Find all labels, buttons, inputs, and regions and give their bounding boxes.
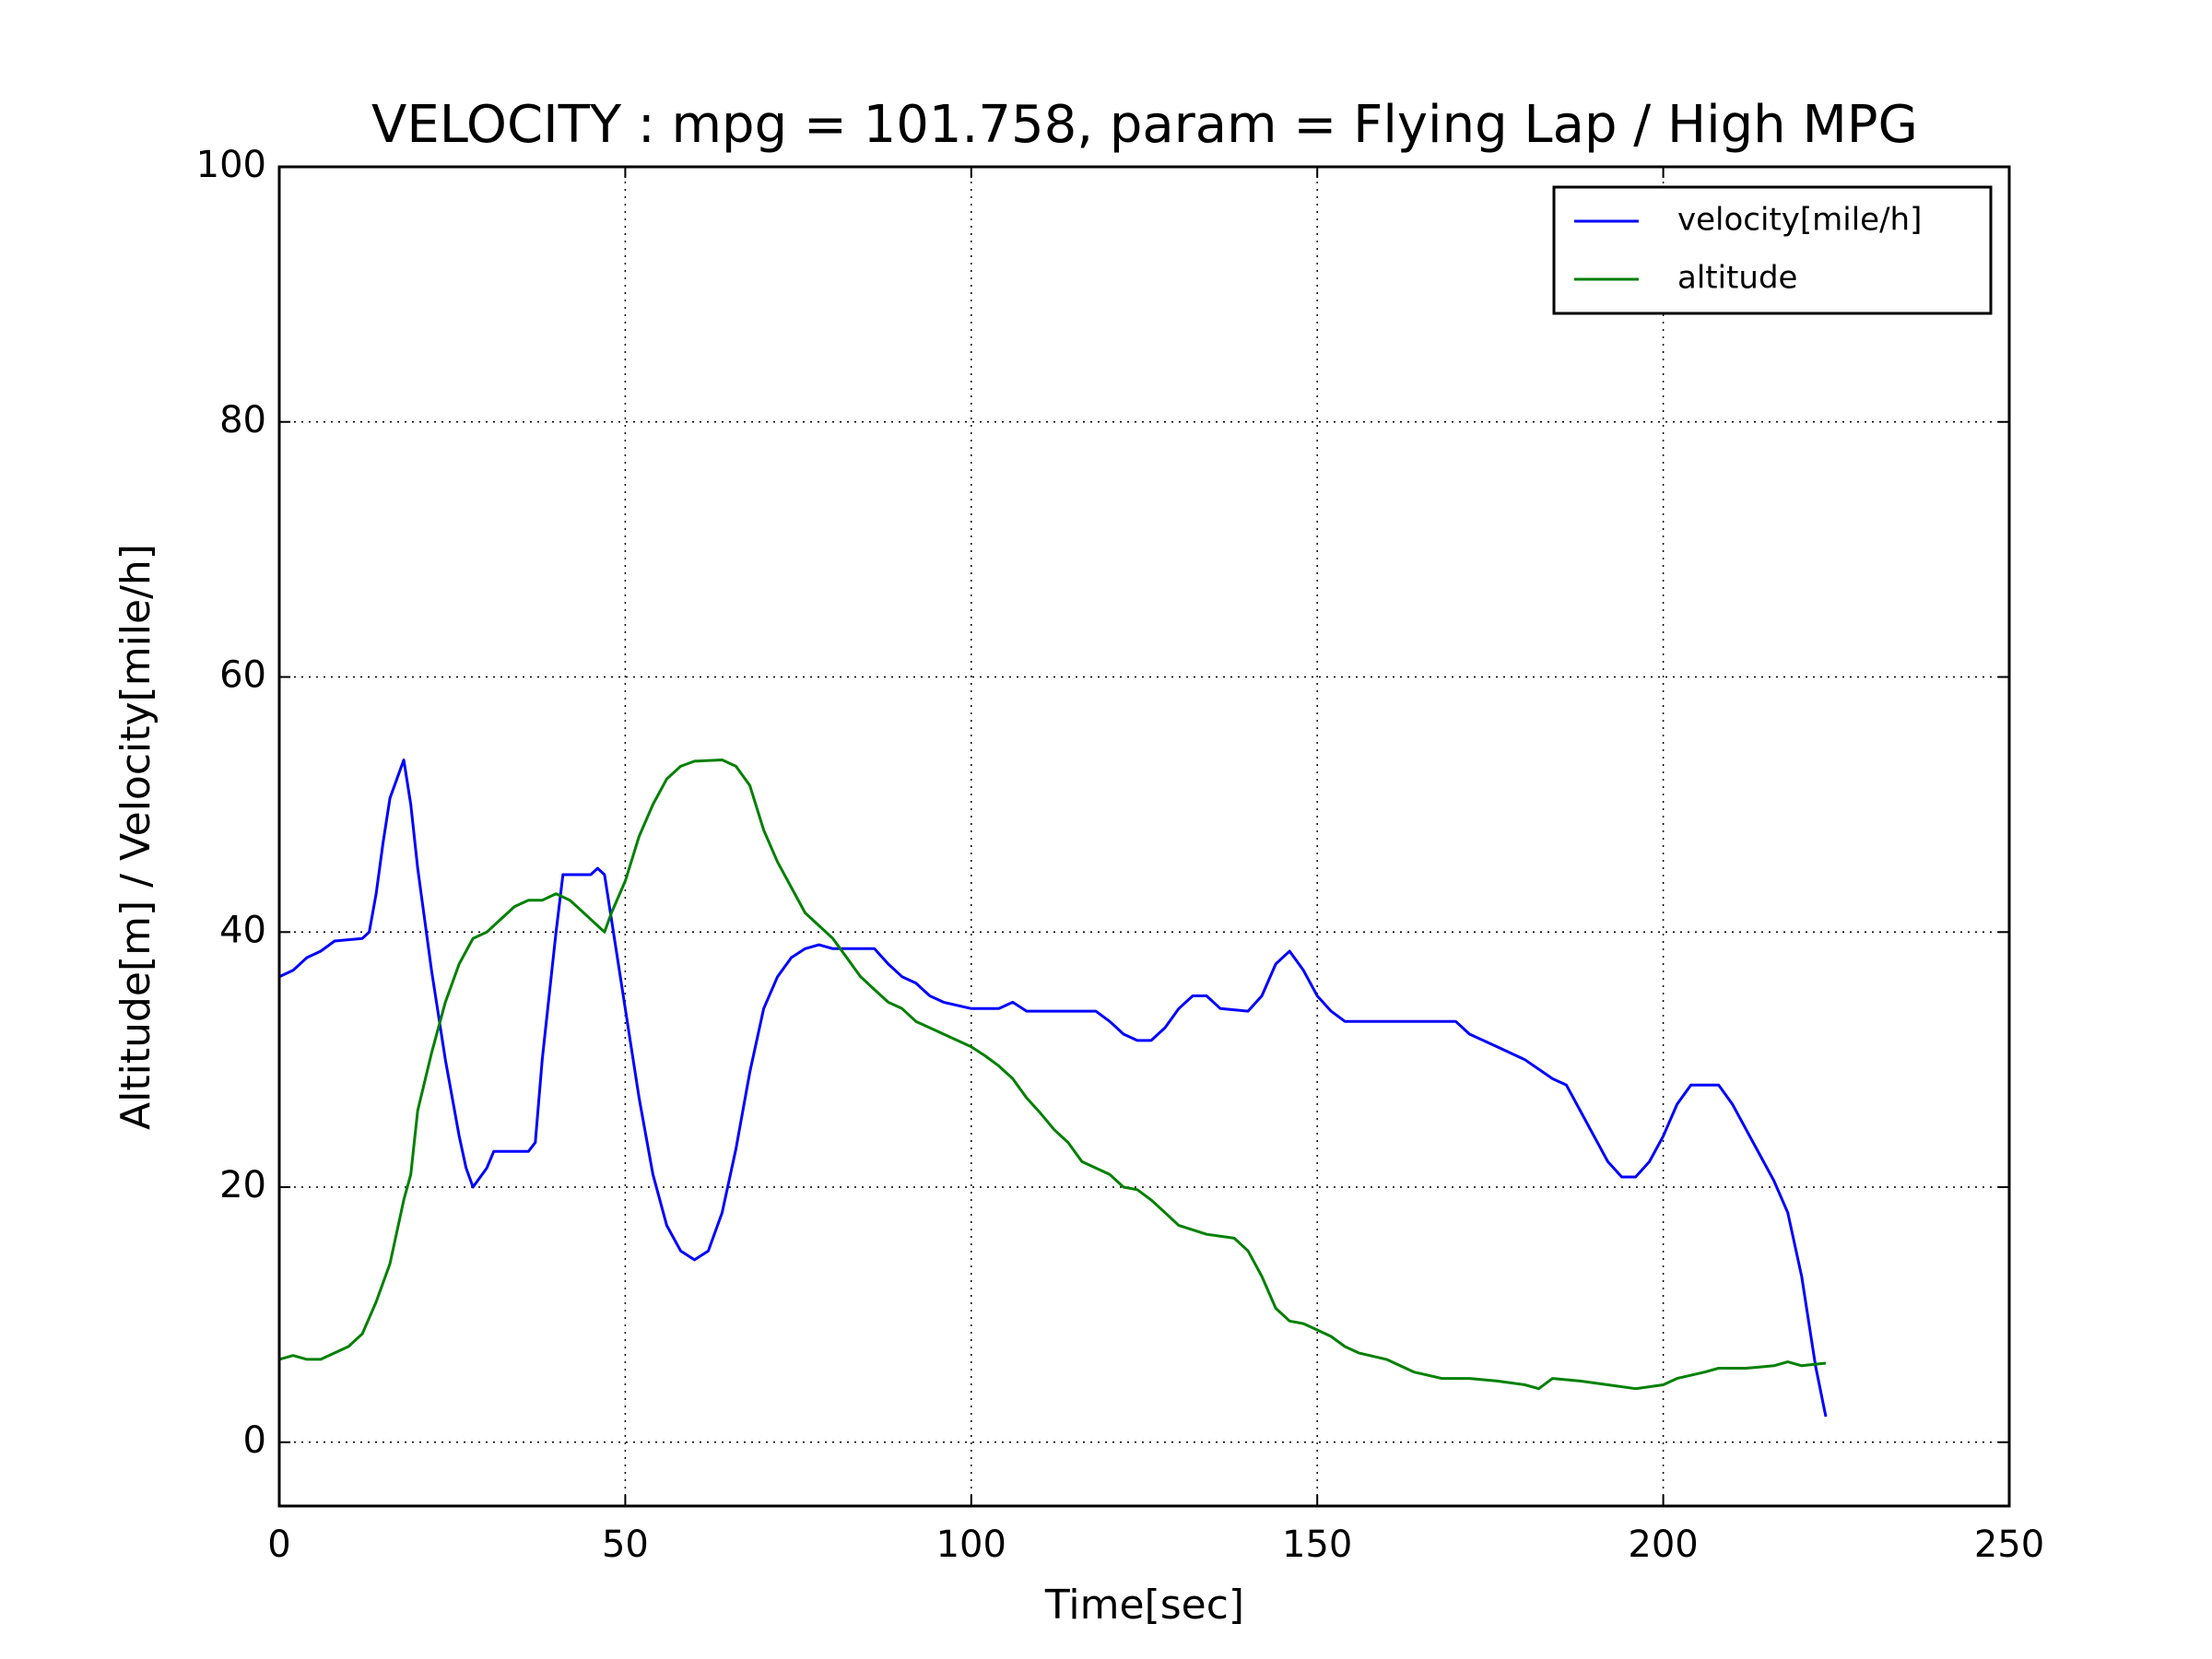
chart-title: VELOCITY : mpg = 101.758, param = Flying… xyxy=(371,95,1918,155)
x-axis-label: Time[sec] xyxy=(1044,1582,1244,1629)
y-axis-label: Altitude[m] / Velocity[mile/h] xyxy=(112,544,159,1130)
x-tick-label: 250 xyxy=(1974,1524,2044,1566)
series-line xyxy=(278,759,1828,1418)
series-line xyxy=(278,759,1827,1391)
y-tick-label: 100 xyxy=(196,144,266,186)
y-tick-label: 0 xyxy=(243,1419,266,1462)
y-tick-label: 60 xyxy=(219,654,266,697)
x-tick-label: 150 xyxy=(1282,1524,1352,1566)
legend-label: altitude xyxy=(1677,260,1797,297)
x-tick-label: 100 xyxy=(936,1524,1006,1566)
x-tick-label: 200 xyxy=(1628,1524,1698,1566)
y-tick-label: 40 xyxy=(219,909,266,951)
plot-frame xyxy=(277,165,2011,1508)
y-tick-label: 20 xyxy=(219,1164,266,1206)
legend-box xyxy=(1552,185,1993,315)
x-tick-label: 50 xyxy=(602,1524,649,1566)
legend-label: velocity[mile/h] xyxy=(1677,202,1922,239)
y-tick-label: 80 xyxy=(219,399,266,441)
x-tick-label: 0 xyxy=(267,1524,290,1566)
